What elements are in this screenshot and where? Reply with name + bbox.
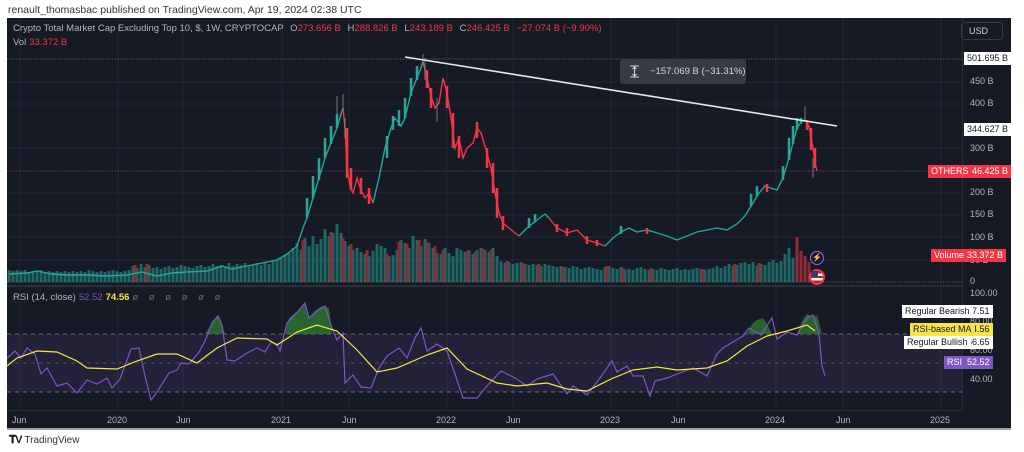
vol-value: 33.372 B — [29, 37, 68, 48]
time-label: 2020 — [107, 415, 128, 425]
time-label: Jun — [671, 415, 686, 425]
open-value: 273.656 B — [297, 23, 341, 34]
symbol-legend[interactable]: Crypto Total Market Cap Excluding Top 10… — [13, 23, 602, 34]
rsi-ma-line — [7, 324, 816, 392]
tradingview-mark-icon: 𝐓V — [9, 434, 22, 446]
time-label: Jun — [836, 415, 851, 425]
symbol-name-tag: OTHERS — [928, 165, 972, 178]
price-label: 150 B — [970, 209, 994, 219]
chart-frame[interactable]: Crypto Total Market Cap Excluding Top 10… — [7, 18, 1011, 428]
volume-bars — [7, 224, 811, 282]
price-label: 300 B — [970, 143, 994, 153]
measure-text: −157.069 B (−31.31%) — [650, 66, 746, 77]
rsi-name-tag: RSI — [944, 356, 966, 369]
time-label: 2021 — [271, 415, 292, 425]
price-label: 400 B — [970, 98, 994, 108]
time-label: 2025 — [930, 415, 951, 425]
brand-name: TradingView — [24, 435, 80, 446]
close-value: 246.425 B — [466, 23, 510, 34]
bullish-name-tag: Regular Bullish — [904, 336, 971, 349]
time-label: 2023 — [600, 415, 621, 425]
rsi-legend[interactable]: RSI (14, close) 52.52 74.56 ø ø ø ø ø ø — [13, 292, 224, 303]
trendline — [404, 56, 838, 127]
main-chart-canvas[interactable] — [7, 18, 962, 410]
time-label: 2022 — [436, 415, 457, 425]
currency-button[interactable]: USD — [961, 22, 1003, 40]
rsi-value-tag: 52.52 — [964, 356, 993, 369]
ma-name-tag: RSI-based MA — [910, 323, 975, 336]
last-price-tag: 246.425 B — [964, 165, 1011, 178]
time-label: Jun — [506, 415, 521, 425]
rsi-title: RSI (14, close) — [13, 292, 76, 303]
high-value: 288.826 B — [354, 23, 398, 34]
measure-icon — [630, 65, 639, 78]
time-label: Jun — [176, 415, 191, 425]
rsi-line — [7, 301, 826, 402]
rsi-axis-label: 100.00 — [970, 288, 998, 298]
price-axis[interactable]: 501.695 B 450 B 400 B 344.627 B 300 B 24… — [962, 18, 1011, 410]
symbol-title: Crypto Total Market Cap Excluding Top 10… — [13, 23, 284, 34]
rsi-axis-label: 60.00 — [970, 345, 993, 355]
price-tag-recent-high: 344.627 B — [964, 123, 1011, 136]
open-label: O — [290, 23, 298, 34]
price-label: 450 B — [970, 76, 994, 86]
rsi-axis-label: 80.00 — [970, 316, 993, 326]
rsi-ma-legend-value: 74.56 — [105, 292, 130, 303]
published-caption: renault_thomasbac published on TradingVi… — [8, 4, 362, 16]
change-value: −27.074 B (−9.90%) — [516, 23, 602, 34]
price-label: 200 B — [970, 187, 994, 197]
low-label: L — [404, 23, 410, 34]
rsi-legend-value: 52.52 — [78, 292, 103, 303]
time-label: Jun — [342, 415, 357, 425]
time-label: 2024 — [765, 415, 786, 425]
measure-tooltip: −157.069 B (−31.31%) — [620, 59, 746, 84]
us-flag-event-icon[interactable] — [809, 269, 825, 285]
high-label: H — [347, 23, 355, 34]
vol-label: Vol — [13, 37, 27, 48]
volume-legend[interactable]: Vol 33.372 B — [13, 37, 67, 48]
rsi-empty-values: ø ø ø ø ø ø — [132, 292, 225, 303]
volume-tag: 33.372 B — [964, 249, 1007, 262]
time-label: Jun — [12, 415, 27, 425]
price-tag-high: 501.695 B — [964, 52, 1011, 65]
price-label: 100 B — [970, 232, 994, 242]
bearish-name-tag: Regular Bearish — [902, 305, 973, 318]
rsi-axis-label: 40.00 — [970, 374, 993, 384]
lightning-event-icon[interactable]: ⚡ — [810, 251, 824, 265]
price-label: 0 — [970, 276, 976, 286]
volume-name-tag: Volume — [931, 249, 968, 262]
candles — [8, 54, 818, 277]
frame-bottom-border — [7, 428, 1011, 430]
bullish-value-tag: 66.65 — [964, 336, 993, 349]
tradingview-logo[interactable]: 𝐓V TradingView — [9, 434, 79, 447]
close-label: C — [459, 23, 467, 34]
time-axis[interactable]: Jun 2020 Jun 2021 Jun 2022 Jun 2023 Jun … — [7, 410, 962, 428]
low-value: 243.189 B — [409, 23, 453, 34]
